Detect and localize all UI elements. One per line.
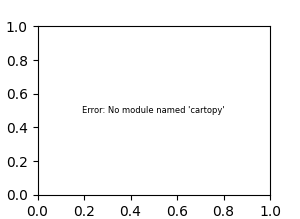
Text: Error: No module named 'cartopy': Error: No module named 'cartopy' <box>82 106 225 115</box>
